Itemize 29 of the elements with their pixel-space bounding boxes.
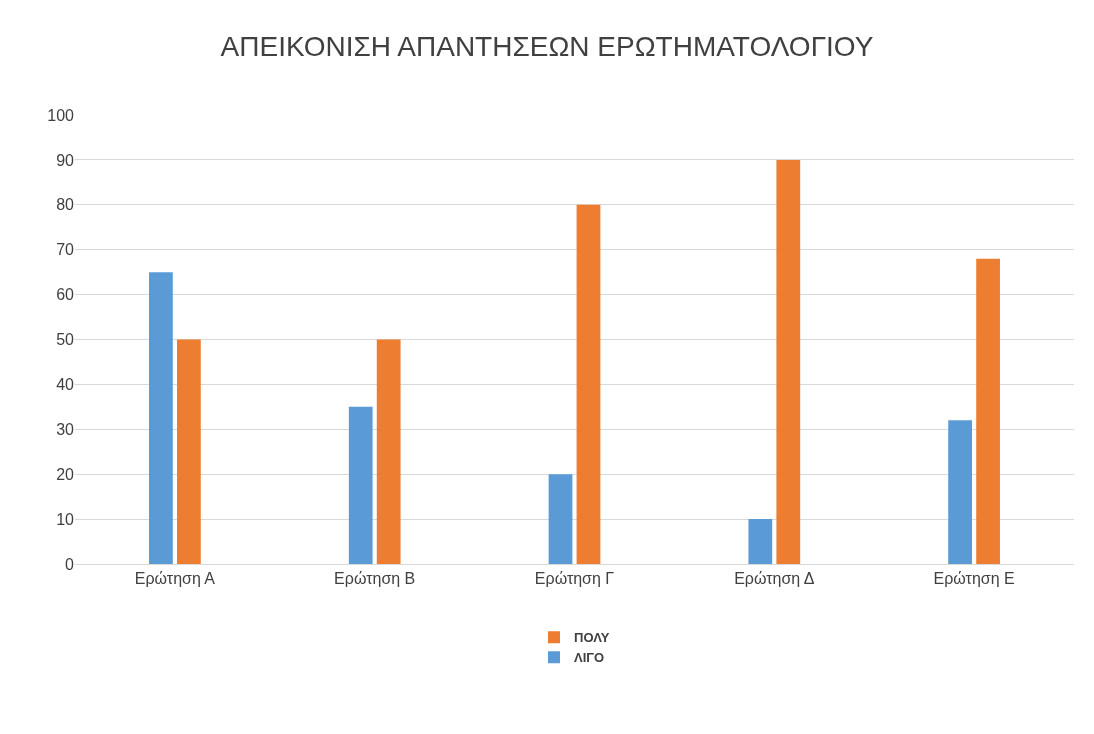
x-tick-label: Ερώτηση Ε [933, 570, 1015, 588]
y-tick-label: 90 [56, 151, 75, 169]
y-tick-label: 50 [56, 331, 75, 349]
x-tick-label: Ερώτηση Δ [734, 570, 815, 588]
bar [948, 420, 972, 564]
y-tick-label: 20 [56, 465, 75, 483]
y-tick-label: 0 [65, 555, 75, 573]
y-tick-label: 60 [56, 286, 75, 304]
y-tick-label: 40 [56, 376, 75, 393]
x-tick-label: Ερώτηση Α [134, 570, 216, 588]
bar [748, 519, 773, 564]
y-tick-label: 70 [56, 241, 75, 259]
legend-label: ΠΟΛΥ [574, 630, 610, 646]
y-tick-label: 30 [56, 420, 75, 438]
chart-title: ΑΠΕΙΚΟΝΙΣΗ ΑΠΑΝΤΗΣΕΩΝ ΕΡΩΤΗΜΑΤΟΛΟΓΙΟΥ [220, 31, 874, 63]
y-tick-label: 80 [56, 196, 75, 214]
y-tick-label: 10 [56, 510, 75, 528]
y-tick-label: 100 [47, 106, 75, 124]
bar [776, 159, 801, 564]
bar [976, 258, 1000, 564]
x-tick-label: Ερώτηση Β [334, 570, 416, 588]
bar [548, 474, 573, 564]
bar [576, 204, 601, 564]
bar [348, 406, 373, 564]
legend-label: ΛΙΓΟ [574, 650, 605, 666]
x-tick-label: Ερώτηση Γ [534, 570, 615, 588]
bar [149, 272, 173, 564]
bar [177, 339, 201, 564]
bar [376, 339, 401, 564]
